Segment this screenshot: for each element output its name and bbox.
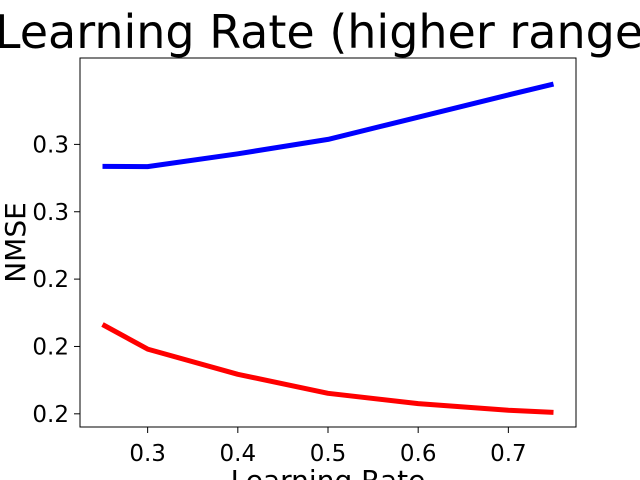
plot-layer [101, 81, 555, 415]
y-axis: 0.2 0.2 0.2 0.3 0.3 [32, 132, 80, 428]
chart-title: Learning Rate (higher range) [0, 5, 640, 59]
y-tick-label: 0.2 [32, 267, 69, 293]
series-line-2 [101, 322, 554, 415]
plot-frame [79, 57, 577, 428]
x-tick-label: 0.6 [400, 441, 437, 467]
series-line-1 [102, 81, 555, 170]
x-tick-label: 0.3 [129, 441, 166, 467]
y-tick-label: 0.2 [32, 334, 69, 360]
y-tick-label: 0.3 [32, 200, 69, 226]
x-tick-label: 0.7 [490, 441, 527, 467]
x-tick-label: 0.4 [220, 441, 257, 467]
x-tick-label: 0.5 [310, 441, 347, 467]
y-axis-title: NMSE [0, 202, 32, 283]
y-tick-label: 0.3 [32, 132, 69, 158]
x-axis-title: Learning Rate [231, 464, 426, 480]
x-axis: 0.3 0.4 0.5 0.6 0.7 [129, 427, 527, 467]
y-tick-label: 0.2 [32, 402, 69, 428]
